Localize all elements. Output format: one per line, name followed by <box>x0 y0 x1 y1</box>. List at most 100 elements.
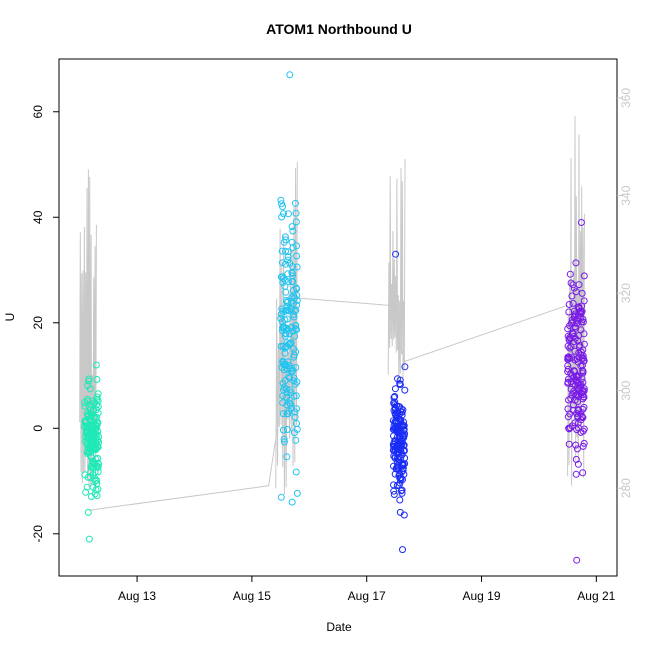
point-cluster-4 <box>573 556 581 564</box>
x-axis: Aug 13 Aug 15 Aug 17 Aug 19 Aug 21 <box>118 576 616 603</box>
point-cluster-3 <box>393 457 401 465</box>
y2-axis: 280 300 320 340 360 <box>617 88 633 498</box>
point-cluster-2 <box>278 213 286 221</box>
point-cluster-3 <box>391 442 399 450</box>
point-cluster-1 <box>93 422 101 429</box>
point-cluster-1 <box>92 423 100 430</box>
point-cluster-2 <box>293 263 301 271</box>
point-cluster-4 <box>576 383 584 391</box>
point-cluster-3 <box>396 479 404 487</box>
point-cluster-4 <box>578 412 586 420</box>
point-cluster-4 <box>571 419 579 427</box>
point-cluster-4 <box>580 340 588 348</box>
x-tick-label: Aug 17 <box>348 589 386 603</box>
y2-tick-label: 320 <box>619 283 633 303</box>
y-tick-label: 40 <box>31 210 45 224</box>
x-tick-label: Aug 15 <box>233 589 271 603</box>
point-cluster-2 <box>291 413 299 421</box>
point-cluster-2 <box>285 341 293 348</box>
point-cluster-3 <box>392 425 400 432</box>
point-cluster-3 <box>398 440 406 448</box>
point-cluster-1 <box>84 508 92 516</box>
plot-frame <box>58 58 618 577</box>
point-cluster-4 <box>569 299 577 307</box>
point-cluster-2 <box>287 400 295 408</box>
point-cluster-4 <box>567 378 575 386</box>
point-cluster-4 <box>574 380 582 388</box>
point-cluster-4 <box>580 357 588 365</box>
point-cluster-4 <box>572 259 580 267</box>
point-cluster-2 <box>285 373 293 381</box>
point-cluster-1 <box>93 393 101 401</box>
point-cluster-2 <box>291 199 299 207</box>
point-cluster-1 <box>93 396 101 403</box>
point-cluster-2 <box>277 493 285 501</box>
point-cluster-2 <box>286 374 294 382</box>
point-cluster-4 <box>569 329 577 337</box>
point-cluster-1 <box>84 397 92 405</box>
point-cluster-2 <box>279 203 286 211</box>
point-cluster-4 <box>566 344 574 352</box>
point-cluster-2 <box>290 392 298 400</box>
point-cluster-4 <box>579 469 587 477</box>
point-cluster-2 <box>289 278 297 285</box>
point-cluster-1 <box>89 435 97 443</box>
point-cluster-3 <box>390 394 398 401</box>
point-cluster-4 <box>567 279 575 287</box>
point-cluster-2 <box>289 299 297 307</box>
point-cluster-1 <box>91 468 99 476</box>
point-cluster-3 <box>396 496 404 504</box>
point-cluster-1 <box>94 409 102 417</box>
point-cluster-2 <box>286 396 294 404</box>
point-cluster-1 <box>93 440 100 448</box>
point-cluster-4 <box>565 396 572 404</box>
point-cluster-4 <box>577 219 585 226</box>
point-cluster-4 <box>565 301 573 308</box>
point-cluster-4 <box>579 367 587 374</box>
chart-title: ATOM1 Northbound U <box>266 21 412 37</box>
point-cluster-3 <box>396 410 404 418</box>
point-cluster-2 <box>279 426 287 434</box>
point-cluster-2 <box>280 210 287 218</box>
point-cluster-1 <box>91 430 99 438</box>
point-cluster-1 <box>85 375 93 383</box>
point-cluster-3 <box>390 432 397 440</box>
point-cluster-2 <box>278 247 286 255</box>
point-cluster-2 <box>288 269 296 277</box>
point-cluster-2 <box>293 489 301 497</box>
point-cluster-3 <box>396 381 404 388</box>
point-cluster-2 <box>280 435 288 443</box>
point-cluster-2 <box>280 438 288 446</box>
point-cluster-2 <box>279 410 287 418</box>
point-cluster-2 <box>293 252 300 260</box>
point-cluster-4 <box>565 308 573 316</box>
point-cluster-2 <box>281 360 289 368</box>
point-cluster-3 <box>390 491 398 498</box>
point-cluster-2 <box>284 253 292 261</box>
point-cluster-4 <box>575 373 582 381</box>
point-cluster-3 <box>394 375 401 383</box>
point-cluster-4 <box>571 396 579 404</box>
point-cluster-1 <box>91 461 99 469</box>
point-cluster-2 <box>284 326 292 334</box>
point-cluster-2 <box>286 71 294 79</box>
point-cluster-3 <box>400 511 408 519</box>
point-cluster-2 <box>282 236 290 244</box>
point-cluster-1 <box>81 417 89 425</box>
point-cluster-2 <box>288 238 296 246</box>
y2-tick-label: 300 <box>619 380 633 400</box>
point-cluster-3 <box>392 250 400 258</box>
point-cluster-3 <box>401 363 409 371</box>
point-cluster-4 <box>570 313 578 321</box>
point-cluster-4 <box>569 406 577 414</box>
point-cluster-4 <box>571 356 579 364</box>
point-cluster-2 <box>293 242 301 250</box>
y2-tick-label: 360 <box>619 88 633 108</box>
point-cluster-4 <box>579 361 586 369</box>
secondary-connector-line <box>89 297 568 511</box>
point-cluster-2 <box>279 399 287 407</box>
point-cluster-2 <box>281 233 289 241</box>
point-cluster-2 <box>290 311 298 318</box>
point-cluster-2 <box>284 270 292 278</box>
point-cluster-4 <box>564 413 572 421</box>
